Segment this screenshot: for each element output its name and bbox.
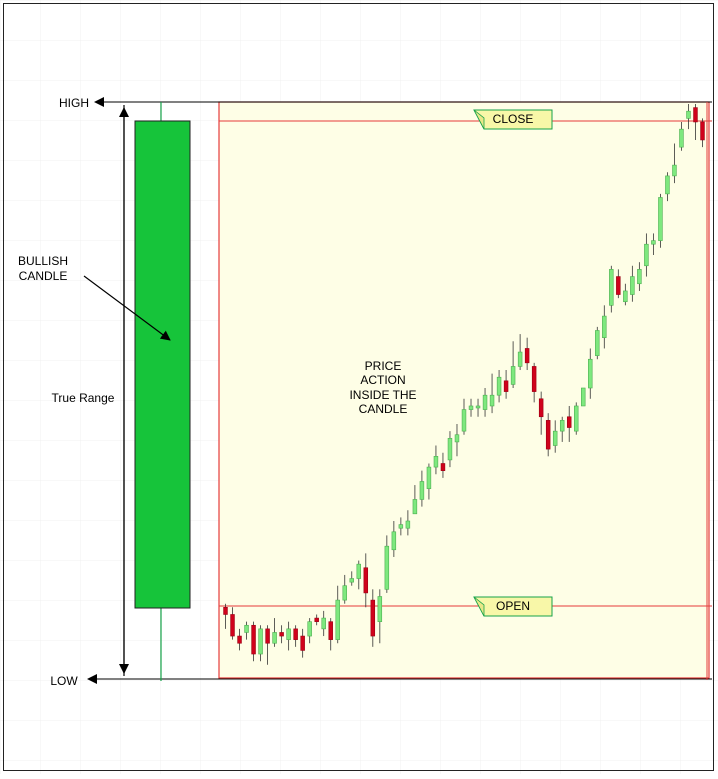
bull-candle-body <box>595 330 600 356</box>
bull-candle-body <box>468 405 474 410</box>
bear-candle-body <box>616 276 621 295</box>
bear-candle-body <box>538 398 544 418</box>
bullish-label-line2: CANDLE <box>19 269 68 283</box>
bull-candle-body <box>426 466 432 489</box>
bull-candle-body <box>552 430 558 446</box>
bear-candle-body <box>700 121 705 141</box>
bull-candle-body <box>588 358 593 389</box>
bull-candle-body <box>517 351 523 367</box>
bull-candle-body <box>623 290 628 303</box>
bear-candle-body <box>370 599 376 637</box>
bear-candle-body <box>693 107 698 123</box>
bull-candle-body <box>405 520 411 529</box>
bull-candle-body <box>356 563 362 579</box>
bear-candle-body <box>314 617 319 622</box>
true-range-label: True Range <box>52 391 115 405</box>
bull-candle-body <box>609 269 614 306</box>
bull-candle-body <box>475 405 481 409</box>
candlestick-series <box>223 104 705 665</box>
bull-candle-body <box>461 409 467 432</box>
bull-candle-body <box>272 632 277 644</box>
bullish-label-line1: BULLISH <box>18 254 68 268</box>
bull-candle-body <box>342 585 347 601</box>
bull-candle-body <box>258 628 263 655</box>
bull-candle-body <box>433 456 439 468</box>
bull-candle-body <box>679 128 684 148</box>
price-action-line2: ACTION <box>360 373 405 387</box>
bear-candle-body <box>293 628 298 640</box>
low-label: LOW <box>50 674 78 688</box>
bull-candle-body <box>307 621 312 637</box>
bear-candle-body <box>279 632 284 637</box>
bull-candle-body <box>686 110 691 119</box>
bull-candle-body <box>335 599 340 640</box>
bear-candle-body <box>566 416 572 428</box>
bull-candle-body <box>286 628 291 640</box>
bear-candle-body <box>531 366 537 392</box>
bull-candle-body <box>510 366 516 385</box>
bear-candle-body <box>251 624 256 655</box>
bear-candle-body <box>230 614 235 637</box>
bull-candle-body <box>321 617 326 630</box>
bull-candle-body <box>454 434 460 443</box>
bull-candle-body <box>581 387 586 407</box>
bear-candle-body <box>265 628 270 644</box>
bull-candle-body <box>644 243 649 267</box>
bull-candle-body <box>637 269 642 285</box>
bear-candle-body <box>237 635 242 644</box>
bull-candle-body <box>391 531 397 551</box>
bull-candle-body <box>482 394 488 410</box>
price-action-panel <box>218 101 710 679</box>
bull-candle-body <box>630 276 635 295</box>
bull-candle-body <box>489 394 495 407</box>
bear-candle-body <box>300 635 305 651</box>
bull-candle-body <box>672 164 677 177</box>
bull-candle-body <box>349 578 354 583</box>
bullish-candle-body <box>134 120 191 609</box>
bull-candle-body <box>244 624 249 633</box>
bear-candle-body <box>440 463 446 471</box>
bull-candle-body <box>574 405 579 432</box>
bull-candle-body <box>651 240 656 245</box>
price-action-line3: INSIDE THE <box>349 388 416 402</box>
bull-candle-body <box>665 175 670 195</box>
bear-candle-body <box>503 380 509 392</box>
bullish-candle-pointer <box>83 275 171 341</box>
close-tag-label: CLOSE <box>493 112 534 126</box>
bear-candle-body <box>328 621 333 640</box>
open-tag-label: OPEN <box>496 599 530 613</box>
bull-candle-body <box>496 376 502 396</box>
high-label: HIGH <box>59 96 89 110</box>
bull-candle-body <box>398 524 404 529</box>
bear-candle-body <box>524 348 530 364</box>
bull-candle-body <box>559 420 565 432</box>
price-action-line1: PRICE <box>365 359 402 373</box>
page-border <box>3 3 714 771</box>
price-action-line4: CANDLE <box>359 402 408 416</box>
close-tag: CLOSE <box>473 109 553 130</box>
bull-candle-body <box>384 545 390 590</box>
bear-candle-body <box>363 567 369 594</box>
bull-candle-body <box>602 315 607 338</box>
bull-candle-body <box>419 481 425 500</box>
open-tag: OPEN <box>473 596 553 617</box>
bull-candle-body <box>658 197 663 241</box>
bull-candle-body <box>412 499 418 515</box>
bull-candle-body <box>447 438 453 461</box>
bull-candle-body <box>377 596 383 622</box>
bear-candle-body <box>545 420 551 450</box>
bear-candle-body <box>223 606 228 615</box>
